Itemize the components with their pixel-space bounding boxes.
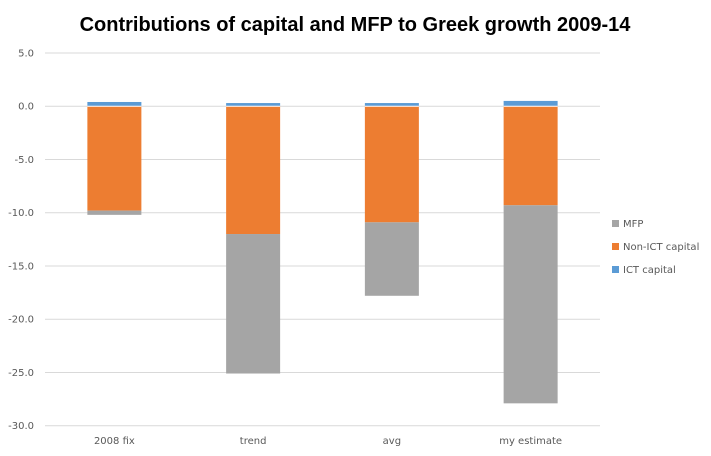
bar-non-ict-capital bbox=[226, 106, 281, 235]
bar-ict-capital bbox=[503, 100, 558, 107]
legend-label: MFP bbox=[623, 219, 643, 230]
legend-label: Non-ICT capital bbox=[623, 242, 699, 253]
bar-non-ict-capital bbox=[503, 106, 558, 206]
bar-mfp bbox=[503, 205, 558, 404]
legend: MFP Non-ICT capital ICT capital bbox=[612, 219, 699, 276]
bar-mfp bbox=[226, 234, 281, 374]
y-axis-ticks: 5.0 0.0 -5.0 -10.0 -15.0 -20.0 -25.0 -30.0 bbox=[8, 49, 34, 433]
legend-swatch bbox=[612, 243, 619, 250]
x-category-label: 2008 fix bbox=[94, 436, 135, 447]
bar-ict-capital bbox=[226, 103, 281, 107]
x-category-label: my estimate bbox=[499, 436, 562, 447]
chart-title: Contributions of capital and MFP to Gree… bbox=[80, 14, 632, 36]
bar-mfp bbox=[364, 222, 419, 296]
y-tick-label: -5.0 bbox=[14, 155, 34, 166]
legend-item: MFP bbox=[612, 219, 643, 230]
x-category-label: trend bbox=[240, 436, 267, 447]
y-tick-label: 5.0 bbox=[18, 49, 34, 60]
legend-swatch bbox=[612, 220, 619, 227]
bar-mfp bbox=[87, 210, 142, 215]
y-tick-label: -30.0 bbox=[8, 421, 34, 432]
y-tick-label: 0.0 bbox=[18, 102, 34, 113]
bar-ict-capital bbox=[87, 101, 142, 107]
legend-item: ICT capital bbox=[612, 265, 676, 276]
legend-swatch bbox=[612, 266, 619, 273]
x-axis-labels: 2008 fix trend avg my estimate bbox=[94, 436, 562, 447]
legend-item: Non-ICT capital bbox=[612, 242, 699, 253]
bars bbox=[87, 100, 558, 404]
y-tick-label: -15.0 bbox=[8, 261, 34, 272]
y-tick-label: -10.0 bbox=[8, 208, 34, 219]
x-category-label: avg bbox=[383, 436, 401, 447]
y-tick-label: -25.0 bbox=[8, 368, 34, 379]
legend-label: ICT capital bbox=[623, 265, 676, 276]
bar-non-ict-capital bbox=[87, 106, 142, 211]
bar-non-ict-capital bbox=[364, 106, 419, 223]
bar-ict-capital bbox=[364, 103, 419, 107]
y-tick-label: -20.0 bbox=[8, 315, 34, 326]
